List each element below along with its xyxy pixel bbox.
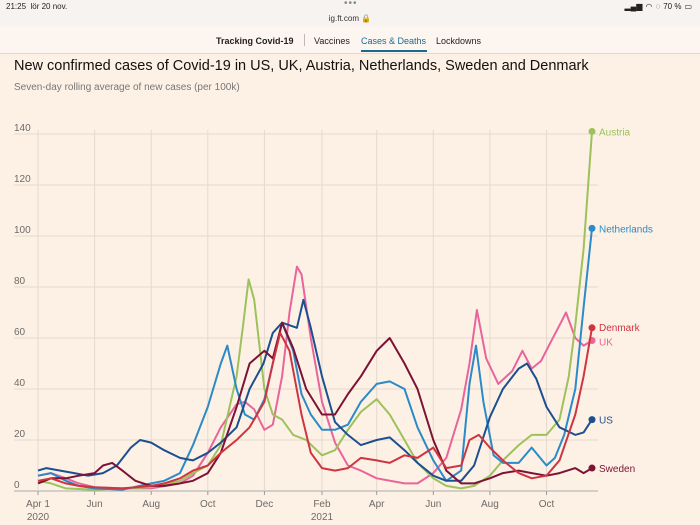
x-tick-label: Jun	[425, 499, 441, 510]
active-tab-indicator	[361, 50, 427, 52]
browser-dots-icon[interactable]: •••	[344, 0, 358, 9]
status-time: 21:25 lör 20 nov.	[6, 2, 68, 11]
series-line-sweden	[37, 321, 593, 487]
series-endpoint-denmark	[588, 324, 596, 332]
top-nav: Tracking Covid-19 Vaccines Cases & Death…	[0, 26, 700, 54]
series-endpoint-us	[588, 416, 596, 424]
x-tick-year-label: 2020	[27, 512, 50, 523]
status-right: ▂▄▆ ◠ ◌ 70 % ▭	[624, 2, 692, 11]
x-tick-label: Apr	[369, 499, 385, 510]
nav-brand[interactable]: Tracking Covid-19	[216, 36, 294, 46]
y-tick-label: 20	[14, 429, 26, 440]
y-tick-label: 100	[14, 225, 31, 236]
x-tick-label: Oct	[200, 499, 216, 510]
series-line-denmark	[37, 327, 593, 490]
series-endpoint-sweden	[588, 464, 596, 472]
chart-subtitle: Seven-day rolling average of new cases (…	[14, 82, 240, 93]
series-label-denmark: Denmark	[599, 323, 641, 334]
y-tick-label: 140	[14, 123, 31, 134]
tab-vaccines[interactable]: Vaccines	[314, 36, 350, 46]
y-tick-label: 80	[14, 276, 26, 287]
series-label-netherlands: Netherlands	[599, 224, 653, 235]
series-line-austria	[37, 131, 593, 491]
signal-icon: ▂▄▆	[624, 2, 643, 11]
series-endpoint-austria	[588, 127, 596, 135]
status-bar: 21:25 lör 20 nov. ••• ▂▄▆ ◠ ◌ 70 % ▭	[0, 0, 700, 14]
y-tick-label: 40	[14, 378, 26, 389]
series-label-austria: Austria	[599, 127, 631, 138]
tab-lockdowns[interactable]: Lockdowns	[436, 36, 482, 46]
url-text[interactable]: ig.ft.com	[328, 14, 360, 23]
battery-icon: ▭	[684, 2, 692, 11]
wifi-icon: ◠	[645, 2, 653, 11]
series-label-us: US	[599, 416, 613, 427]
y-tick-label: 120	[14, 174, 31, 185]
x-tick-label: Jun	[87, 499, 103, 510]
x-tick-label: Oct	[539, 499, 555, 510]
series-line-netherlands	[37, 228, 593, 491]
x-tick-label: Aug	[142, 499, 160, 510]
nav-divider	[304, 34, 305, 46]
y-tick-label: 0	[14, 480, 20, 491]
series-line-uk	[37, 265, 593, 490]
series-endpoint-netherlands	[588, 224, 596, 232]
x-tick-label: Feb	[313, 499, 331, 510]
headphones-icon: ◌	[655, 2, 661, 11]
x-tick-label: Dec	[256, 499, 274, 510]
lock-icon: 🔒	[361, 14, 372, 23]
series-label-sweden: Sweden	[599, 464, 635, 475]
x-tick-year-label: 2021	[311, 512, 334, 523]
tab-cases-deaths[interactable]: Cases & Deaths	[361, 36, 427, 46]
y-tick-label: 60	[14, 327, 26, 338]
x-tick-label: Aug	[481, 499, 499, 510]
x-tick-label: Apr 1	[26, 499, 50, 510]
battery-level: 70 %	[663, 2, 682, 11]
series-line-us	[37, 298, 593, 482]
url-bar[interactable]: ig.ft.com 🔒	[0, 14, 700, 26]
series-label-uk: UK	[599, 338, 613, 349]
chart-title: New confirmed cases of Covid-19 in US, U…	[14, 58, 589, 74]
